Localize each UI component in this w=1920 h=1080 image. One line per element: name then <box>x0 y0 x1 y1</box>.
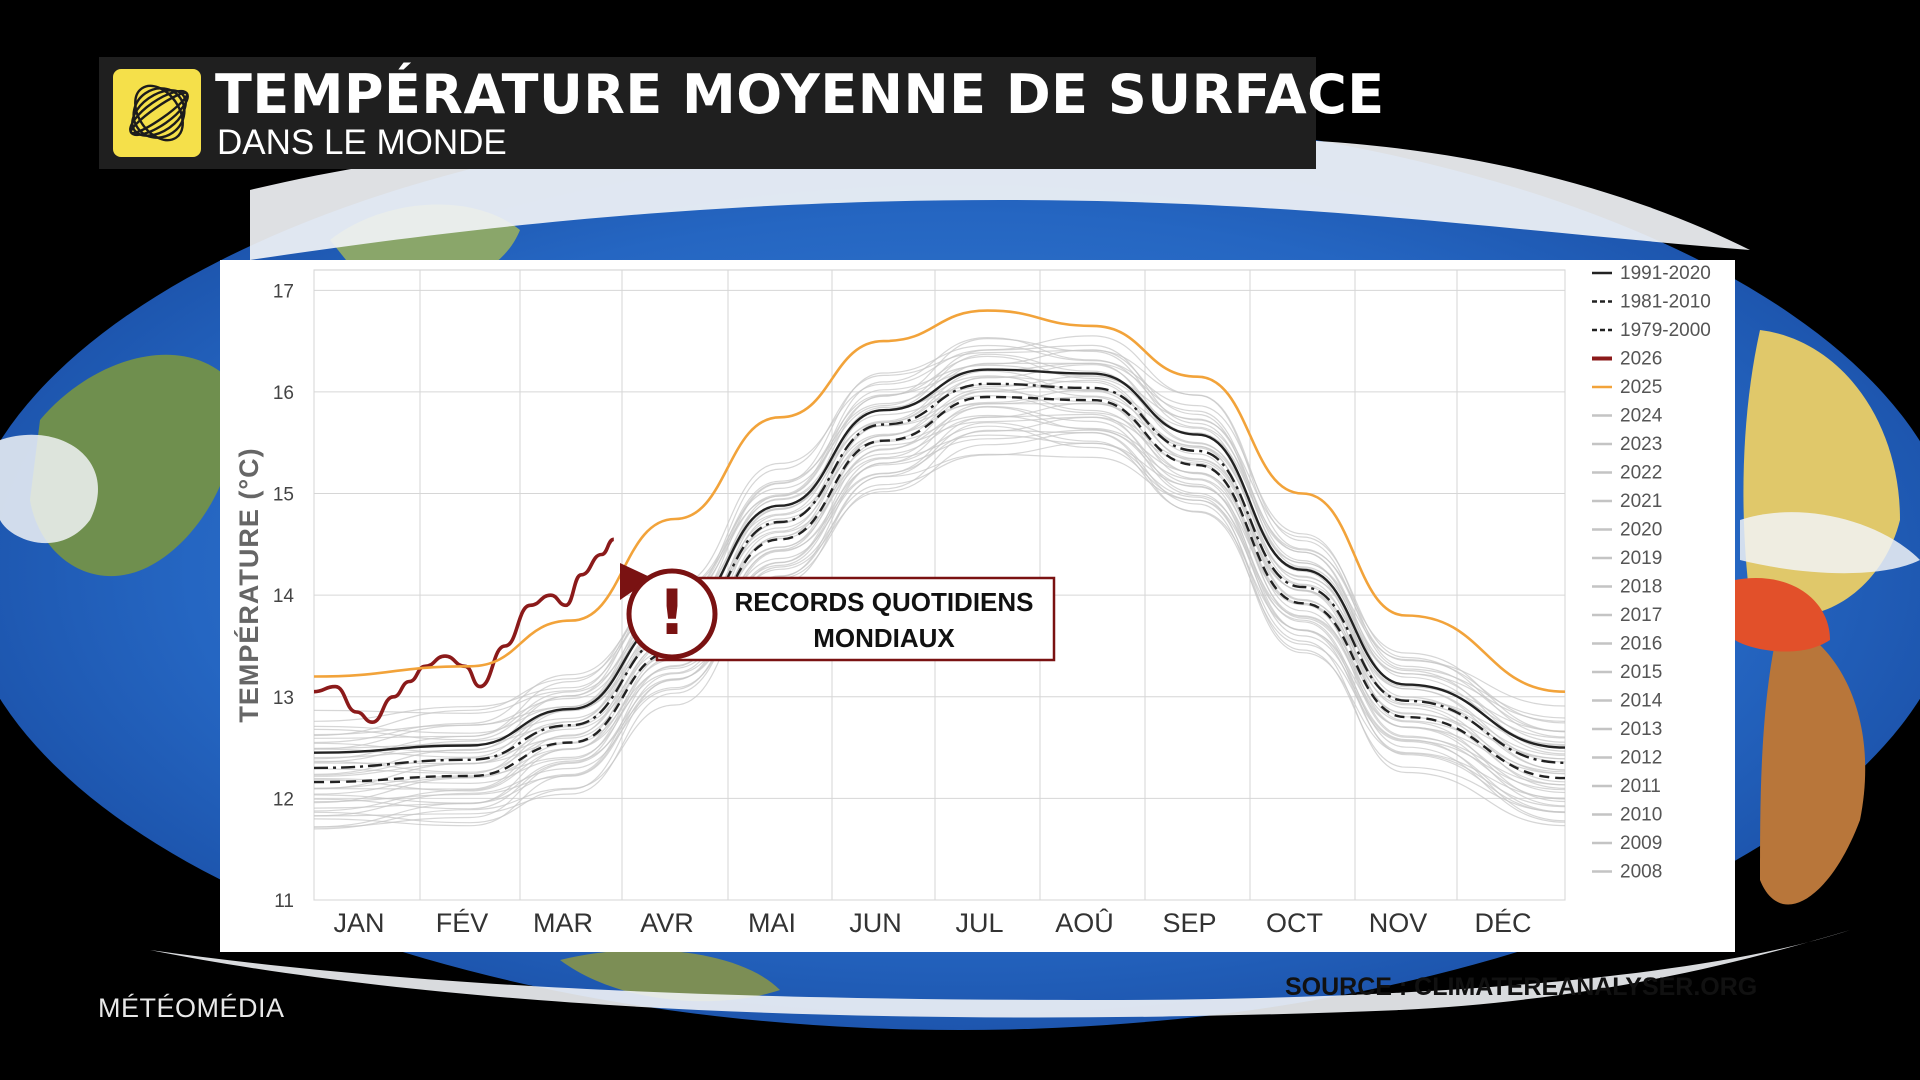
historical-year-line <box>313 434 1566 817</box>
legend-entry: 1991-2020 <box>1620 263 1711 284</box>
historical-year-line <box>313 414 1566 804</box>
historical-year-line <box>313 429 1566 803</box>
cloud-band-south <box>150 930 1850 1018</box>
page-title: TEMPÉRATURE MOYENNE DE SURFACE <box>215 63 1385 126</box>
land-south <box>560 950 780 1002</box>
y-tick-label: 17 <box>273 281 294 302</box>
historical-year-line <box>313 413 1566 810</box>
weather-network-swirl-icon <box>113 69 201 157</box>
exclamation-mark: ! <box>658 576 686 649</box>
y-tick-label: 16 <box>273 383 294 404</box>
historical-year-line <box>313 363 1566 754</box>
cloud-west <box>0 434 98 544</box>
callout-box <box>655 576 1056 662</box>
warm-sst <box>1735 578 1830 652</box>
series-line-1979-2000 <box>313 395 1566 784</box>
callout-line2: MONDIAUX <box>813 623 955 653</box>
x-tick-label: JUL <box>955 908 1003 938</box>
x-tick-label: JAN <box>333 908 384 938</box>
legend-entry: 2025 <box>1620 377 1662 398</box>
land-africa <box>1760 620 1866 905</box>
x-tick-label: OCT <box>1266 908 1323 938</box>
x-tick-label: JUN <box>849 908 902 938</box>
historical-year-line <box>313 431 1566 824</box>
legend-entry: 1981-2010 <box>1620 292 1711 313</box>
historical-year-line <box>313 402 1566 785</box>
y-tick-label: 15 <box>273 485 294 506</box>
legend-entry: 2016 <box>1620 634 1662 655</box>
exclamation-icon <box>626 568 718 660</box>
legend-entry: 2010 <box>1620 805 1662 826</box>
callout-pointer <box>620 563 652 600</box>
y-tick-label: 12 <box>273 789 294 810</box>
legend-entry: 2014 <box>1620 691 1663 712</box>
legend-entry: 2021 <box>1620 491 1662 512</box>
legend-entry: 2015 <box>1620 662 1662 683</box>
x-tick-label: AVR <box>640 908 694 938</box>
series-line-1991-2020 <box>313 368 1566 754</box>
legend-entry: 2022 <box>1620 463 1662 484</box>
historical-year-line <box>313 416 1566 804</box>
legend-entry: 2018 <box>1620 577 1662 598</box>
historical-year-line <box>313 396 1566 792</box>
y-tick-label: 11 <box>274 891 294 912</box>
legend-entry: 2023 <box>1620 434 1662 455</box>
legend-entry: 2011 <box>1620 776 1661 797</box>
legend-entry: 2013 <box>1620 719 1662 740</box>
historical-year-line <box>313 375 1566 749</box>
y-tick-label: 14 <box>273 586 295 607</box>
legend-entry: 2017 <box>1620 605 1662 626</box>
x-tick-label: MAR <box>533 908 593 938</box>
page-subtitle: DANS LE MONDE <box>217 123 507 162</box>
historical-year-line <box>313 425 1566 828</box>
legend-entry: 1979-2000 <box>1620 320 1711 341</box>
historical-year-line <box>313 335 1566 715</box>
chart-panel: 11 12 13 14 15 16 17 JAN FÉV MAR AVR MAI JUN JUL AOÛ SE… <box>220 260 1735 952</box>
historical-year-line <box>313 349 1566 722</box>
title-banner: TEMPÉRATURE MOYENNE DE SURFACE DANS LE M… <box>99 57 1384 169</box>
x-tick-label: AOÛ <box>1055 907 1114 938</box>
historical-year-line <box>313 394 1566 790</box>
legend-entry: 2024 <box>1620 406 1663 427</box>
legend-entry: 2026 <box>1620 349 1662 370</box>
legend-entry: 2008 <box>1620 862 1662 883</box>
x-tick-label: FÉV <box>436 908 489 938</box>
callout-line1: RECORDS QUOTIDIENS <box>734 587 1033 617</box>
x-tick-label: NOV <box>1369 908 1428 938</box>
historical-year-line <box>313 344 1566 741</box>
brand-watermark: MÉTÉOMÉDIA <box>98 993 285 1023</box>
series-line-2025 <box>313 309 1566 693</box>
historical-year-line <box>313 422 1566 828</box>
legend: 1991-2020 1981-2010 1979-2000 2026 2025 2024 2… <box>1592 263 1711 883</box>
cloud-east <box>1740 512 1920 574</box>
historical-year-line <box>313 379 1566 773</box>
historical-year-line <box>313 453 1566 830</box>
source-credit: SOURCE : CLIMATEREANALYSER.ORG <box>1285 973 1758 1001</box>
legend-entry: 2020 <box>1620 520 1662 541</box>
historical-year-line <box>313 384 1566 763</box>
records-callout: ! RECORDS QUOTIDIENS MONDIAUX <box>620 563 1056 662</box>
historical-year-line <box>313 402 1566 776</box>
series-line-1981-2010 <box>313 382 1566 770</box>
x-tick-label: SEP <box>1162 908 1216 938</box>
y-axis-label: TEMPÉRATURE (°C) <box>233 447 264 722</box>
temperature-chart: 11 12 13 14 15 16 17 JAN FÉV MAR AVR MAI JUN JUL AOÛ SE… <box>233 263 1711 938</box>
legend-entry: 2009 <box>1620 833 1662 854</box>
legend-entry: 2012 <box>1620 748 1662 769</box>
y-tick-label: 13 <box>273 688 294 709</box>
historical-year-line <box>313 349 1566 734</box>
historical-year-line <box>313 344 1566 737</box>
x-tick-label: MAI <box>748 908 796 938</box>
historical-year-line <box>313 387 1566 795</box>
x-tick-label: DÉC <box>1474 908 1531 938</box>
legend-entry: 2019 <box>1620 548 1662 569</box>
